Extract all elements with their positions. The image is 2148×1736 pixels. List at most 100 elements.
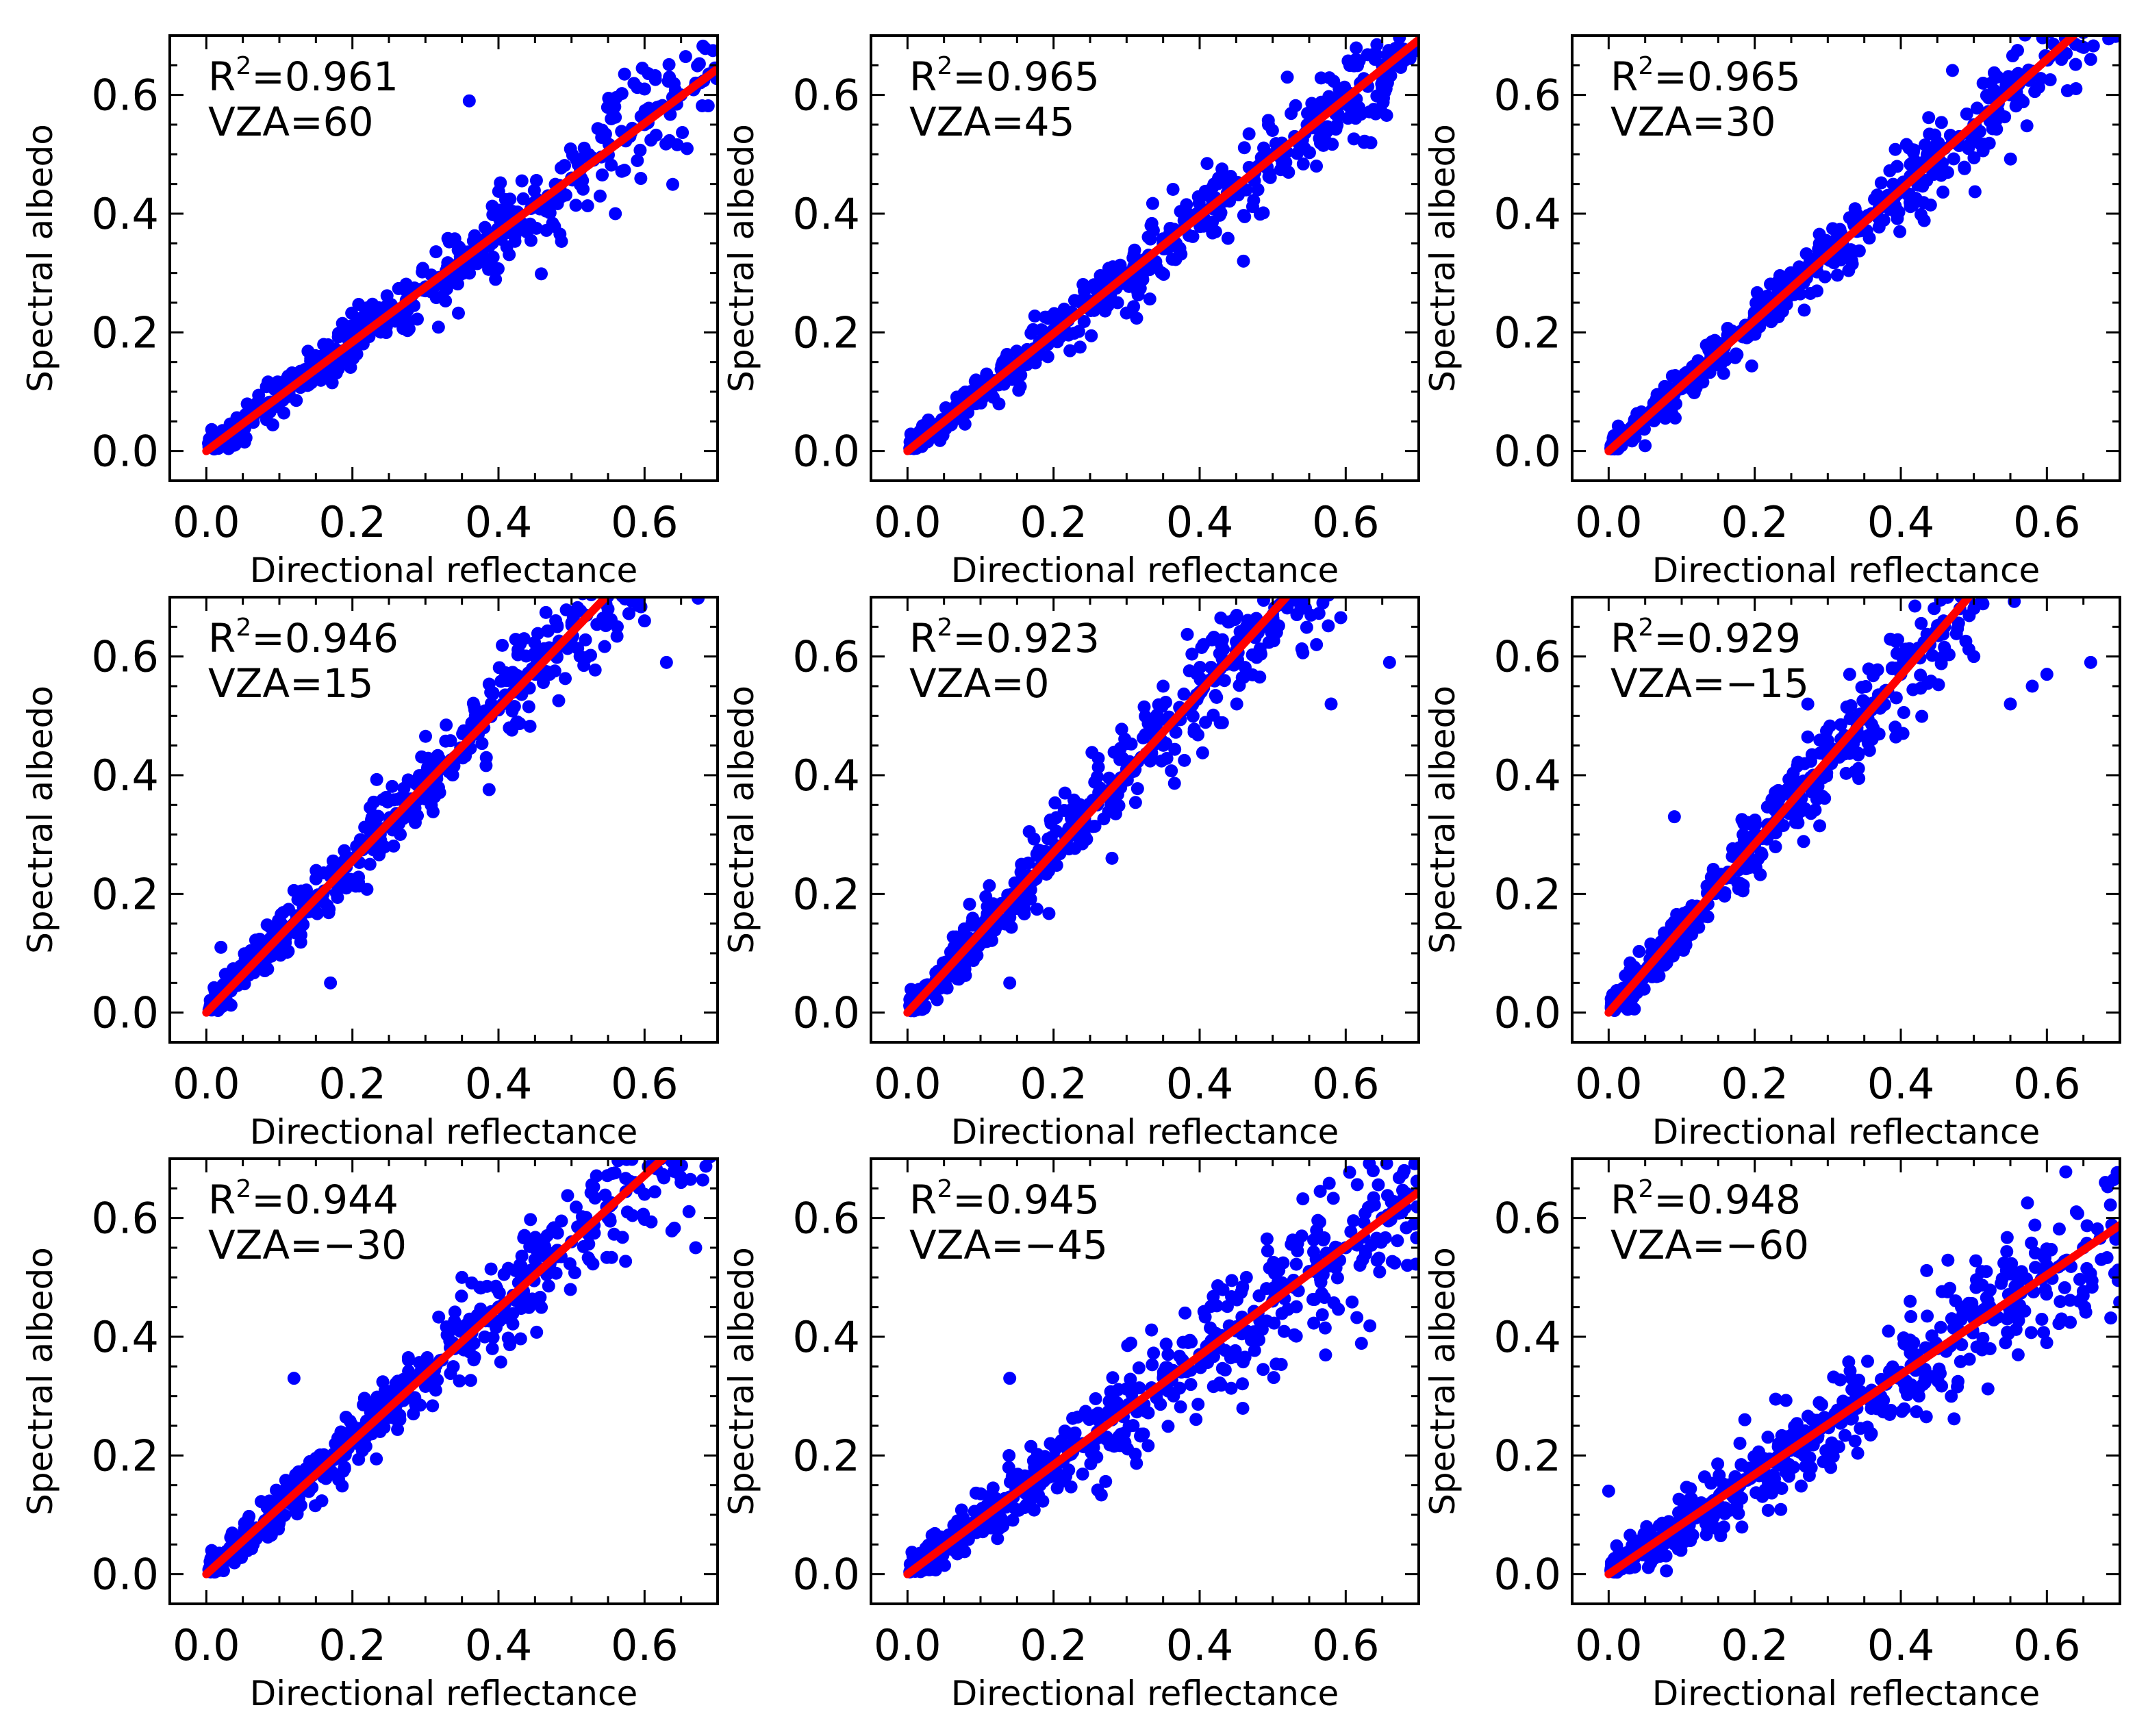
- scatter-point: [598, 640, 611, 653]
- scatter-point: [1378, 85, 1391, 99]
- scatter-point: [1315, 1287, 1328, 1300]
- y-tick-label: 0.0: [1493, 988, 1561, 1038]
- scatter-point: [543, 206, 557, 220]
- scatter-point: [1134, 1429, 1148, 1443]
- scatter-point: [2028, 85, 2042, 99]
- scatter-point: [1296, 157, 1310, 171]
- scatter-point: [396, 322, 410, 336]
- scatter-point: [1833, 223, 1847, 236]
- scatter-point: [1315, 133, 1329, 147]
- scatter-point: [486, 686, 500, 700]
- x-tick-label: 0.0: [874, 497, 942, 547]
- scatter-point: [1169, 725, 1183, 739]
- scatter-point: [530, 1325, 544, 1339]
- x-axis-title: Directional reflectance: [250, 1112, 637, 1152]
- scatter-point: [1106, 1371, 1120, 1385]
- scatter-point: [1167, 1389, 1180, 1402]
- r-squared-annotation: R2=0.923: [909, 614, 1100, 662]
- scatter-point: [331, 362, 345, 376]
- vza-annotation: VZA=−30: [208, 1222, 407, 1268]
- scatter-point: [1378, 432, 1391, 445]
- ticks: [1572, 597, 2120, 1042]
- scatter-point: [1363, 1159, 1376, 1170]
- scatter-point: [1218, 1363, 1232, 1376]
- scatter-point: [1380, 532, 1393, 545]
- regression-line: [903, 597, 1291, 1017]
- scatter-point: [974, 1487, 988, 1500]
- scatter-point: [1141, 1439, 1155, 1452]
- scatter-point: [442, 1325, 456, 1339]
- scatter-point: [963, 897, 976, 911]
- scatter-point: [2075, 387, 2088, 400]
- scatter-point: [1995, 520, 2008, 533]
- plot-area: [1602, 1165, 2120, 1579]
- scatter-point: [1383, 490, 1396, 503]
- y-axis-title: Spectral albedo: [722, 685, 761, 954]
- scatter-point: [1987, 529, 2000, 542]
- scatter-point: [682, 1070, 695, 1083]
- scatter-point: [1385, 410, 1398, 423]
- scatter-point: [516, 192, 530, 205]
- scatter-point: [1300, 620, 1313, 634]
- scatter-point: [2090, 1222, 2104, 1236]
- scatter-point: [1987, 511, 2000, 524]
- scatter-point: [529, 221, 543, 235]
- scatter-point: [559, 672, 572, 685]
- scatter-point: [626, 1209, 640, 1222]
- scatter-point: [1812, 1396, 1826, 1409]
- plot-area: [202, 457, 716, 1018]
- y-tick-label: 0.6: [91, 1194, 159, 1244]
- scatter-point: [478, 1330, 492, 1344]
- scatter-point: [1261, 1244, 1274, 1258]
- scatter-point: [579, 633, 592, 646]
- scatter-point: [2090, 452, 2103, 465]
- y-tick-label: 0.0: [1493, 427, 1561, 477]
- x-axis-title: Directional reflectance: [250, 551, 637, 590]
- scatter-point: [1411, 1159, 1419, 1170]
- scatter-point: [1987, 66, 2001, 79]
- scatter-point: [1214, 1379, 1228, 1392]
- scatter-point: [1256, 206, 1270, 220]
- x-tick-label: 0.0: [173, 1059, 240, 1109]
- scatter-point: [703, 500, 716, 513]
- scatter-point: [2004, 1267, 2017, 1281]
- scatter-point: [690, 1073, 703, 1086]
- scatter-point: [1774, 1502, 1788, 1516]
- scatter-point: [2017, 95, 2030, 109]
- scatter-point: [687, 1113, 700, 1126]
- scatter-point: [1897, 705, 1910, 719]
- scatter-point: [467, 1353, 481, 1367]
- scatter-point: [652, 457, 665, 470]
- scatter-point: [1380, 544, 1393, 557]
- scatter-point: [693, 473, 706, 486]
- scatter-point: [1854, 1422, 1867, 1435]
- scatter-point: [1932, 678, 1945, 692]
- scatter-point: [431, 320, 445, 334]
- scatter-point: [642, 101, 655, 115]
- scatter-point: [2020, 119, 2034, 133]
- scatter-point: [1289, 1257, 1303, 1271]
- scatter-point: [1936, 186, 1950, 199]
- scatter-point: [1180, 627, 1194, 641]
- scatter-point: [707, 0, 720, 12]
- scatter-point: [2076, 379, 2089, 392]
- scatter-point: [2004, 697, 2017, 711]
- scatter-point: [1177, 688, 1191, 701]
- x-tick-label: 0.2: [1020, 497, 1087, 547]
- scatter-point: [1201, 1356, 1215, 1370]
- scatter-point: [552, 694, 566, 707]
- scatter-point: [1404, 423, 1417, 436]
- scatter-point: [496, 638, 509, 652]
- scatter-point: [1144, 232, 1157, 246]
- y-tick-label: 0.4: [792, 1312, 860, 1362]
- scatter-point: [1942, 648, 1956, 662]
- scatter-point: [1639, 439, 1652, 453]
- scatter-point: [674, 1176, 688, 1190]
- scatter-point: [694, 483, 707, 496]
- scatter-point: [1233, 679, 1246, 692]
- scatter-point: [667, 77, 681, 90]
- x-tick-label: 0.4: [1867, 497, 1935, 547]
- scatter-point: [517, 1231, 531, 1245]
- scatter-point: [1410, 1142, 1423, 1155]
